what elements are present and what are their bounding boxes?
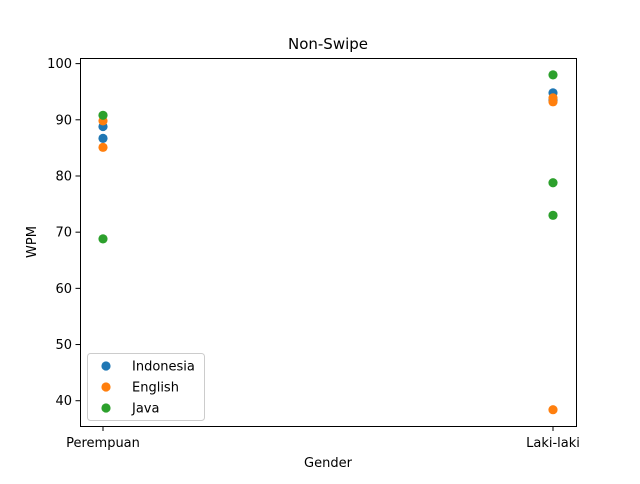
data-point-indonesia xyxy=(98,133,108,143)
y-tick-label: 60 xyxy=(55,282,72,297)
legend: Indonesia English Java xyxy=(87,353,205,421)
data-point-java xyxy=(548,210,558,220)
data-point-english xyxy=(548,97,558,107)
legend-marker-english xyxy=(101,382,111,392)
data-point-java xyxy=(548,178,558,188)
y-tick-label: 80 xyxy=(55,169,72,184)
y-tick-label: 40 xyxy=(55,394,72,409)
data-point-java xyxy=(548,70,558,80)
x-axis-label: Gender xyxy=(304,456,353,471)
y-tick-label: 90 xyxy=(55,113,72,128)
y-axis-label: WPM xyxy=(25,226,40,258)
x-tick-label: Laki-laki xyxy=(526,436,580,451)
x-tick-label: Perempuan xyxy=(66,436,140,451)
y-tick-label: 100 xyxy=(47,57,72,72)
plot-frame xyxy=(80,58,577,427)
data-point-english xyxy=(548,405,558,415)
data-point-english xyxy=(98,142,108,152)
y-tick-label: 50 xyxy=(55,338,72,353)
legend-box xyxy=(87,353,205,421)
chart-title: Non-Swipe xyxy=(288,35,368,53)
x-axis: Perempuan Laki-laki xyxy=(66,426,580,451)
data-point-java xyxy=(98,110,108,120)
legend-marker-indonesia xyxy=(101,361,111,371)
legend-label-english: English xyxy=(132,381,179,396)
legend-label-indonesia: Indonesia xyxy=(132,360,195,375)
legend-label-java: Java xyxy=(131,402,159,417)
y-tick-label: 70 xyxy=(55,226,72,241)
data-point-java xyxy=(98,234,108,244)
plot-area xyxy=(98,70,558,415)
y-axis: 40 50 60 70 80 90 100 xyxy=(47,57,81,409)
legend-marker-java xyxy=(101,403,111,413)
